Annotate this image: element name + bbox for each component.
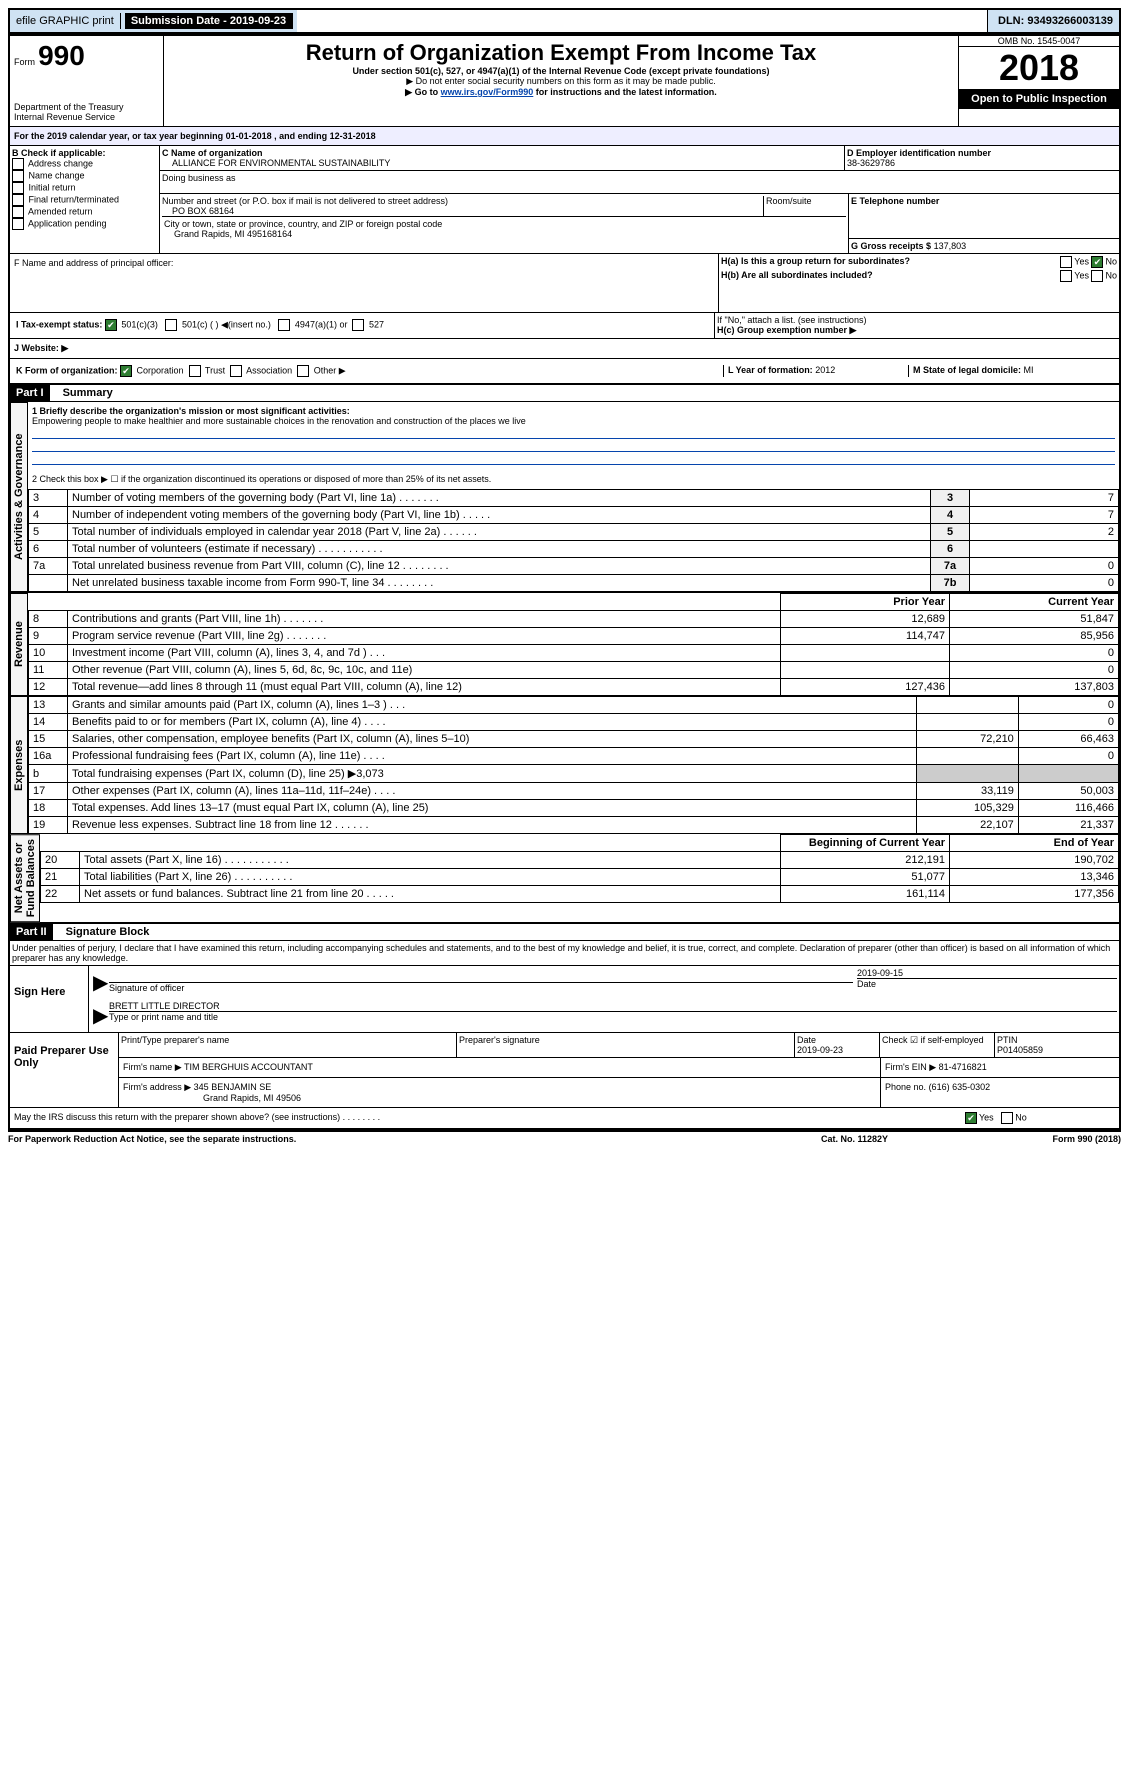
subtitle: Under section 501(c), 527, or 4947(a)(1)…: [168, 66, 954, 76]
city: Grand Rapids, MI 495168164: [164, 229, 844, 239]
line-k: K Form of organization: Corporation Trus…: [16, 365, 723, 377]
box-f: F Name and address of principal officer:: [10, 254, 718, 312]
box-d-label: D Employer identification number: [847, 148, 1117, 158]
expenses-table: 13Grants and similar amounts paid (Part …: [28, 696, 1119, 834]
street: PO BOX 68164: [162, 206, 763, 216]
box-b: B Check if applicable: Address change Na…: [10, 146, 160, 253]
firm-ein: 81-4716821: [939, 1062, 987, 1072]
omb: OMB No. 1545-0047: [959, 36, 1119, 47]
governance-table: 3Number of voting members of the governi…: [28, 489, 1119, 592]
year-formation: 2012: [815, 365, 835, 375]
line-a: For the 2019 calendar year, or tax year …: [10, 126, 1119, 145]
checkbox-final-return-terminated[interactable]: Final return/terminated: [12, 194, 157, 206]
dept-label: Department of the Treasury Internal Reve…: [14, 102, 159, 122]
firm-name: TIM BERGHUIS ACCOUNTANT: [184, 1062, 313, 1072]
paid-preparer: Paid Preparer Use Only: [10, 1033, 118, 1107]
part2-header: Part II: [10, 924, 53, 940]
sig-date: 2019-09-15: [857, 968, 1117, 979]
gross-receipts: 137,803: [934, 241, 967, 251]
mission: Empowering people to make healthier and …: [32, 416, 1115, 426]
checkbox-amended-return[interactable]: Amended return: [12, 206, 157, 218]
sign-here: Sign Here: [10, 966, 88, 1032]
line-i: I Tax-exempt status: 501(c)(3) 501(c) ( …: [10, 313, 714, 338]
top-bar: efile GRAPHIC print Submission Date - 20…: [8, 8, 1121, 34]
ptin: P01405859: [997, 1045, 1117, 1055]
ha-no-checkbox[interactable]: [1091, 256, 1103, 268]
note2: ▶ Go to www.irs.gov/Form990 for instruct…: [168, 87, 954, 98]
vlabel-gov: Activities & Governance: [10, 402, 28, 592]
irs-link[interactable]: www.irs.gov/Form990: [441, 87, 534, 97]
firm-addr2: Grand Rapids, MI 49506: [123, 1093, 876, 1103]
cat-no: Cat. No. 11282Y: [821, 1134, 971, 1144]
corp-checkbox[interactable]: [120, 365, 132, 377]
firm-addr1: 345 BENJAMIN SE: [194, 1082, 272, 1092]
checkbox-address-change[interactable]: Address change: [12, 158, 157, 170]
vlabel-exp: Expenses: [10, 696, 28, 834]
year-box: OMB No. 1545-0047 2018 Open to Public In…: [958, 36, 1119, 126]
box-c: C Name of organization ALLIANCE FOR ENVI…: [160, 146, 1119, 253]
checkbox-application-pending[interactable]: Application pending: [12, 218, 157, 230]
spacer: [297, 10, 988, 32]
pp-date: 2019-09-23: [797, 1045, 877, 1055]
form-title: Return of Organization Exempt From Incom…: [168, 40, 954, 66]
tax-year: 2018: [959, 47, 1119, 89]
mission-lines: [32, 426, 1115, 466]
perjury-statement: Under penalties of perjury, I declare th…: [10, 941, 1119, 965]
netassets-table: Beginning of Current YearEnd of Year20To…: [40, 834, 1119, 903]
vlabel-rev: Revenue: [10, 593, 28, 696]
pra-notice: For Paperwork Reduction Act Notice, see …: [8, 1134, 821, 1144]
officer-name: BRETT LITTLE DIRECTOR: [109, 1001, 1117, 1012]
part1-header: Part I: [10, 385, 50, 401]
ein: 38-3629786: [847, 158, 1117, 168]
form-container: Form 990 Department of the Treasury Inte…: [8, 34, 1121, 1130]
dln: DLN: 93493266003139: [992, 13, 1119, 29]
open-public: Open to Public Inspection: [959, 89, 1119, 109]
state-domicile: MI: [1024, 365, 1034, 375]
form-id-box: Form 990 Department of the Treasury Inte…: [10, 36, 164, 126]
checkbox-name-change[interactable]: Name change: [12, 170, 157, 182]
discuss-yes-checkbox[interactable]: [965, 1112, 977, 1124]
firm-phone: (616) 635-0302: [929, 1082, 991, 1092]
submission-date: Submission Date - 2019-09-23: [125, 13, 293, 29]
org-name: ALLIANCE FOR ENVIRONMENTAL SUSTAINABILIT…: [162, 158, 842, 168]
revenue-table: Prior YearCurrent Year8Contributions and…: [28, 593, 1119, 696]
checkbox-initial-return[interactable]: Initial return: [12, 182, 157, 194]
line-j: J Website: ▶: [10, 338, 1119, 359]
title-box: Return of Organization Exempt From Incom…: [164, 36, 958, 126]
efile-label[interactable]: efile GRAPHIC print: [10, 13, 121, 29]
form-footer: Form 990 (2018): [971, 1134, 1121, 1144]
box-e: E Telephone number: [849, 194, 1119, 238]
box-h: H(a) Is this a group return for subordin…: [718, 254, 1119, 312]
vlabel-na: Net Assets or Fund Balances: [10, 834, 40, 922]
form-number: 990: [38, 40, 85, 71]
501c3-checkbox[interactable]: [105, 319, 117, 331]
note1: ▶ Do not enter social security numbers o…: [168, 76, 954, 87]
